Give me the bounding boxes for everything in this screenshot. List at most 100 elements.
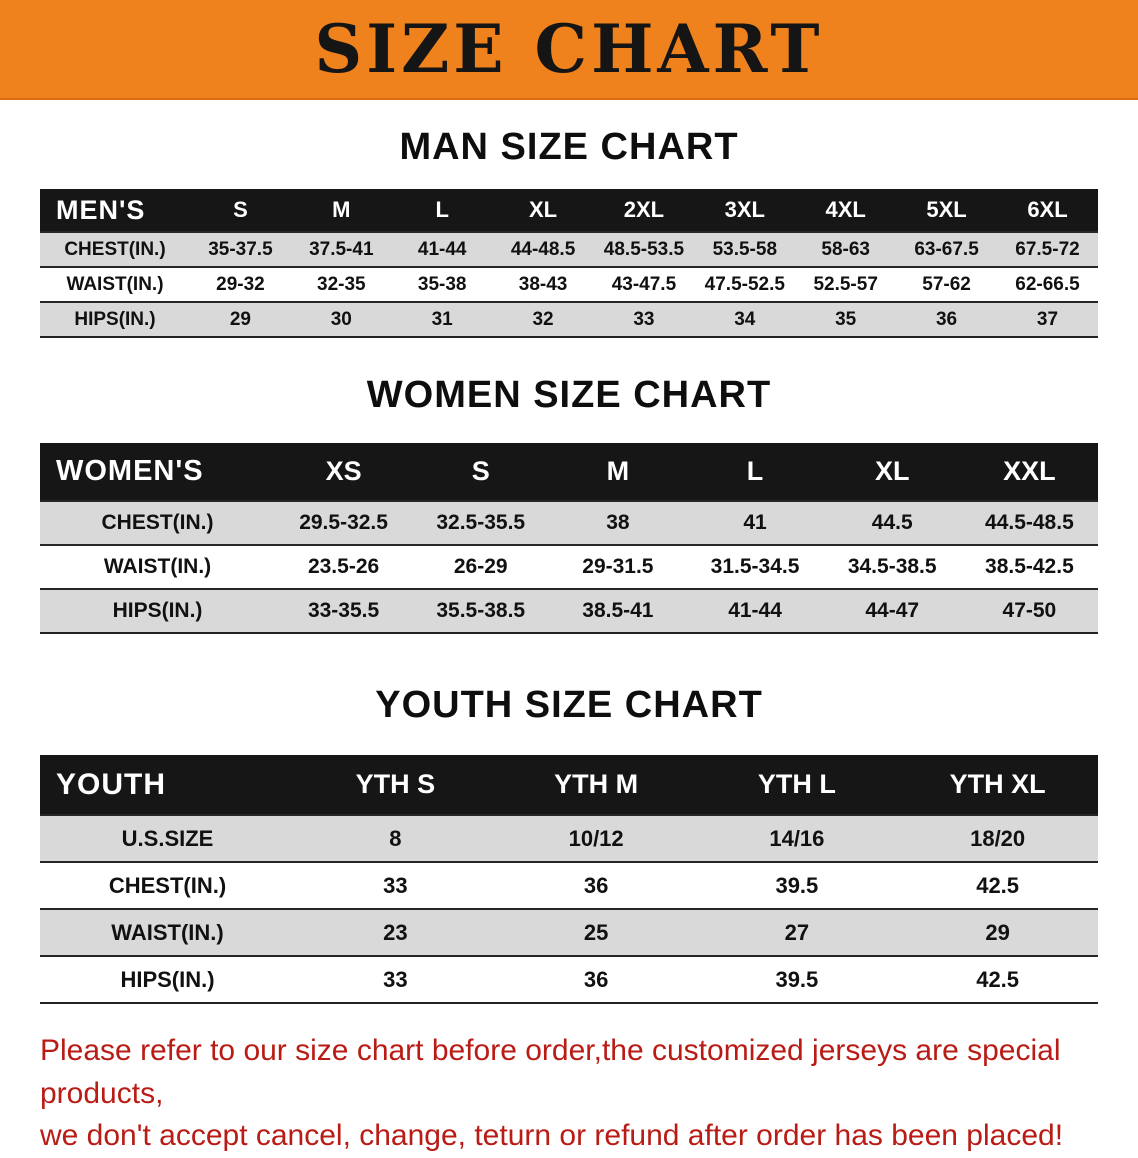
size-value: 41-44	[686, 588, 824, 633]
size-value: 53.5-58	[694, 231, 796, 267]
row-label: CHEST(IN.)	[40, 500, 275, 545]
column-header: 3XL	[694, 189, 796, 232]
size-value: 32	[492, 301, 594, 337]
size-value: 67.5-72	[997, 231, 1098, 267]
size-value: 29	[190, 301, 291, 337]
size-value: 37.5-41	[290, 231, 392, 267]
column-header: YTH M	[495, 755, 697, 815]
size-value: 44-48.5	[492, 231, 594, 267]
size-value: 26-29	[412, 544, 550, 589]
table-row: WAIST(IN.) 29-32 32-35 35-38 38-43 43-47…	[40, 266, 1098, 302]
table-header-row: MEN'S S M L XL 2XL 3XL 4XL 5XL 6XL	[40, 189, 1098, 232]
column-header: 4XL	[795, 189, 897, 232]
row-label: CHEST(IN.)	[40, 861, 295, 909]
size-value: 30	[290, 301, 392, 337]
size-value: 14/16	[696, 814, 898, 862]
size-value: 44-47	[823, 588, 961, 633]
column-header: L	[686, 443, 824, 501]
size-value: 38	[549, 500, 687, 545]
size-value: 52.5-57	[795, 266, 897, 302]
size-value: 47.5-52.5	[694, 266, 796, 302]
size-value: 32.5-35.5	[412, 500, 550, 545]
size-value: 36	[495, 861, 697, 909]
size-value: 29.5-32.5	[275, 500, 413, 545]
size-value: 62-66.5	[997, 266, 1098, 302]
table-header-row: WOMEN'S XS S M L XL XXL	[40, 443, 1098, 501]
row-label: HIPS(IN.)	[40, 955, 295, 1003]
size-value: 34.5-38.5	[823, 544, 961, 589]
row-label: WAIST(IN.)	[40, 544, 275, 589]
size-value: 18/20	[897, 814, 1098, 862]
size-value: 27	[696, 908, 898, 956]
size-value: 29-32	[190, 266, 291, 302]
size-value: 38.5-41	[549, 588, 687, 633]
size-value: 33	[295, 861, 496, 909]
size-value: 39.5	[696, 861, 898, 909]
size-value: 25	[495, 908, 697, 956]
column-header: S	[190, 189, 291, 232]
column-header: S	[412, 443, 550, 501]
size-value: 42.5	[897, 861, 1098, 909]
column-header: 6XL	[997, 189, 1098, 232]
size-value: 36	[896, 301, 997, 337]
size-value: 10/12	[495, 814, 697, 862]
row-label: HIPS(IN.)	[40, 588, 275, 633]
size-value: 48.5-53.5	[593, 231, 695, 267]
size-value: 39.5	[696, 955, 898, 1003]
column-header: YOUTH	[40, 755, 295, 815]
column-header: M	[549, 443, 687, 501]
women-chart-heading: WOMEN SIZE CHART	[366, 374, 772, 416]
column-header: YTH L	[696, 755, 898, 815]
size-value: 47-50	[960, 588, 1098, 633]
column-header: 2XL	[593, 189, 695, 232]
row-label: CHEST(IN.)	[40, 231, 190, 267]
page-title: SIZE CHART	[314, 10, 824, 88]
size-value: 23.5-26	[275, 544, 413, 589]
column-header: YTH XL	[897, 755, 1098, 815]
column-header: XL	[492, 189, 594, 232]
size-value: 8	[295, 814, 496, 862]
size-value: 33	[593, 301, 695, 337]
table-row: CHEST(IN.) 29.5-32.5 32.5-35.5 38 41 44.…	[40, 500, 1098, 545]
size-value: 36	[495, 955, 697, 1003]
men-size-table: MEN'S S M L XL 2XL 3XL 4XL 5XL 6XL CHEST…	[40, 189, 1098, 338]
table-row: WAIST(IN.) 23.5-26 26-29 29-31.5 31.5-34…	[40, 544, 1098, 589]
size-value: 57-62	[896, 266, 997, 302]
table-row: HIPS(IN.) 33 36 39.5 42.5	[40, 955, 1098, 1003]
size-value: 29-31.5	[549, 544, 687, 589]
size-chart-banner: SIZE CHART	[0, 0, 1138, 100]
size-value: 41	[686, 500, 824, 545]
column-header: L	[391, 189, 493, 232]
column-header: M	[290, 189, 392, 232]
column-header: XXL	[960, 443, 1098, 501]
size-value: 38-43	[492, 266, 594, 302]
size-value: 38.5-42.5	[960, 544, 1098, 589]
row-label: U.S.SIZE	[40, 814, 295, 862]
size-value: 35	[795, 301, 897, 337]
size-value: 63-67.5	[896, 231, 997, 267]
size-value: 32-35	[290, 266, 392, 302]
column-header: WOMEN'S	[40, 443, 275, 501]
size-value: 44.5	[823, 500, 961, 545]
size-value: 35.5-38.5	[412, 588, 550, 633]
table-row: U.S.SIZE 8 10/12 14/16 18/20	[40, 814, 1098, 862]
row-label: WAIST(IN.)	[40, 908, 295, 956]
size-value: 34	[694, 301, 796, 337]
size-value: 42.5	[897, 955, 1098, 1003]
column-header: XL	[823, 443, 961, 501]
size-value: 23	[295, 908, 496, 956]
size-value: 29	[897, 908, 1098, 956]
size-value: 44.5-48.5	[960, 500, 1098, 545]
size-value: 41-44	[391, 231, 493, 267]
order-policy-line-1: Please refer to our size chart before or…	[40, 1034, 1061, 1110]
order-policy-line-2: we don't accept cancel, change, teturn o…	[40, 1119, 1064, 1153]
row-label: HIPS(IN.)	[40, 301, 190, 337]
size-value: 37	[997, 301, 1098, 337]
size-value: 43-47.5	[593, 266, 695, 302]
table-row: HIPS(IN.) 33-35.5 35.5-38.5 38.5-41 41-4…	[40, 588, 1098, 633]
order-policy-note: Please refer to our size chart before or…	[40, 1030, 1098, 1158]
size-value: 31.5-34.5	[686, 544, 824, 589]
youth-chart-heading: YOUTH SIZE CHART	[375, 684, 763, 726]
size-value: 35-38	[391, 266, 493, 302]
men-chart-heading: MAN SIZE CHART	[399, 126, 739, 168]
